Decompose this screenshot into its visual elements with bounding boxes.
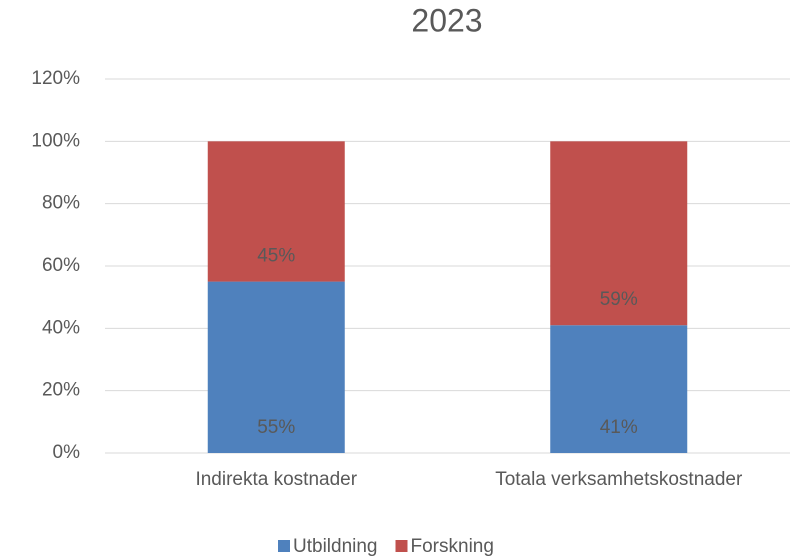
data-label: 55% — [257, 417, 295, 438]
legend-label: Utbildning — [293, 536, 378, 557]
data-label: 45% — [257, 246, 295, 267]
legend-swatch — [395, 540, 408, 552]
legend-label: Forskning — [411, 536, 494, 557]
y-tick-label: 60% — [42, 255, 80, 276]
x-tick-label: Totala verksamhetskostnader — [495, 469, 743, 490]
x-tick-label: Indirekta kostnader — [195, 469, 357, 490]
y-tick-label: 20% — [42, 380, 80, 401]
data-label: 59% — [600, 289, 638, 310]
bar-segment — [550, 325, 688, 453]
bar-segment — [550, 141, 688, 326]
y-tick-label: 0% — [53, 442, 81, 463]
bar-segment — [207, 141, 345, 282]
y-tick-label: 100% — [31, 130, 80, 151]
y-tick-label: 120% — [31, 68, 80, 89]
bar-segment — [207, 281, 345, 453]
chart-title: 2023 — [411, 2, 482, 38]
y-tick-label: 80% — [42, 193, 80, 214]
data-label: 41% — [600, 417, 638, 438]
legend-swatch — [278, 540, 290, 552]
y-tick-label: 40% — [42, 317, 80, 338]
